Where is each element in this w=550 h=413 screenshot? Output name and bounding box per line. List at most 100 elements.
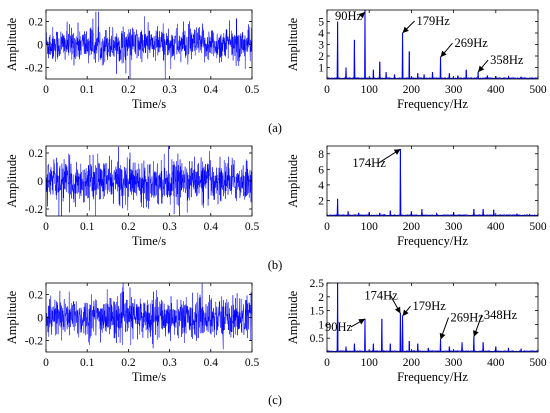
annotation-label: 348Hz: [484, 308, 518, 322]
x-axis-label: Frequency/Hz: [397, 97, 468, 111]
spectrum-line: [327, 149, 538, 216]
x-tick-label: 0: [43, 84, 49, 96]
x-axis-label: Time/s: [132, 370, 166, 384]
y-tick-label: 0: [37, 313, 43, 325]
x-tick-label: 400: [487, 84, 505, 96]
x-tick-label: 0: [324, 221, 330, 233]
annotation-arrowhead: [440, 50, 447, 58]
y-axis-label: Amplitude: [5, 17, 19, 71]
annotation-arrowhead: [393, 149, 401, 155]
y-axis-label: Amplitude: [5, 154, 19, 208]
x-tick-label: 0.5: [245, 221, 260, 233]
subfigure-label: (a): [268, 121, 282, 135]
annotation-label: 90Hz: [325, 320, 353, 334]
x-tick-label: 0.1: [80, 221, 95, 233]
x-tick-label: 300: [445, 84, 463, 96]
y-axis-label: Amplitude: [286, 154, 300, 208]
x-tick-label: 0.1: [80, 84, 95, 96]
x-tick-label: 200: [403, 221, 421, 233]
y-tick-label: 2: [318, 292, 324, 304]
x-tick-label: 100: [361, 221, 379, 233]
x-tick-label: 100: [361, 84, 379, 96]
annotation-label: 174Hz: [352, 156, 386, 170]
x-tick-label: 0: [43, 221, 49, 233]
x-tick-label: 400: [487, 357, 505, 369]
y-tick-label: 4: [318, 28, 324, 40]
y-tick-label: -0.2: [25, 336, 43, 348]
x-axis-label: Time/s: [132, 97, 166, 111]
y-tick-label: 2.5: [310, 278, 325, 290]
x-tick-label: 0.5: [245, 357, 260, 369]
axes-frame: [326, 145, 539, 217]
x-tick-label: 0.3: [162, 84, 177, 96]
annotation-arrowhead: [439, 332, 446, 340]
x-tick-label: 0.5: [245, 84, 260, 96]
y-tick-label: 2: [318, 51, 324, 63]
x-tick-label: 0.4: [204, 221, 219, 233]
chart-panel-b-spectrum: 0 100 200 300 400 500 8 6 4 2 Frequency/Hz Amplitud…: [286, 145, 547, 248]
y-tick-label: 2: [318, 195, 324, 207]
x-tick-label: 300: [445, 221, 463, 233]
x-tick-label: 0.3: [162, 357, 177, 369]
y-tick-label: 6: [318, 164, 324, 176]
y-axis-label: Amplitude: [286, 17, 300, 71]
x-axis-label: Frequency/Hz: [397, 370, 468, 384]
x-tick-label: 200: [403, 357, 421, 369]
x-tick-label: 300: [445, 357, 463, 369]
x-axis-label: Time/s: [132, 234, 166, 248]
annotation-arrowhead: [402, 309, 409, 317]
plot-area: [46, 11, 252, 79]
x-tick-label: 500: [529, 84, 547, 96]
subfigure-label: (c): [268, 393, 282, 407]
annotation-label: 358Hz: [490, 53, 524, 67]
y-tick-label: 8: [318, 149, 324, 161]
y-tick-label: 1.5: [310, 306, 325, 318]
annotation-label: 179Hz: [417, 14, 451, 28]
y-tick-label: -0.2: [25, 63, 43, 75]
y-tick-label: 4: [318, 180, 324, 192]
y-tick-label: 0: [37, 40, 43, 52]
axes-frame: [326, 282, 539, 353]
plot-area: [327, 10, 538, 79]
x-tick-label: 0.1: [80, 357, 95, 369]
annotation-label: 179Hz: [413, 299, 447, 313]
x-tick-label: 0.2: [121, 84, 136, 96]
x-axis-label: Frequency/Hz: [397, 234, 468, 248]
annotation-label: 269Hz: [451, 311, 485, 325]
annotation-arrowhead: [358, 12, 365, 19]
annotation-label: 90Hz: [335, 9, 363, 23]
y-tick-label: -0.2: [25, 204, 43, 216]
y-tick-label: 1: [318, 319, 324, 331]
signal-line: [46, 146, 252, 216]
chart-panel-c-spectrum: 0 100 200 300 400 500 2.5 2 1.51 0.5 Frequency/Hz A…: [286, 278, 547, 384]
y-tick-label: 0.5: [310, 333, 325, 345]
y-tick-label: 3: [318, 40, 324, 52]
annotation-arrowhead: [394, 306, 401, 314]
x-tick-label: 0: [43, 357, 49, 369]
x-tick-label: 100: [361, 357, 379, 369]
x-tick-label: 0.3: [162, 221, 177, 233]
annotation-arrowhead: [402, 26, 409, 33]
annotation-arrowhead: [478, 65, 485, 73]
x-tick-label: 0.2: [121, 357, 136, 369]
x-tick-label: 0.4: [204, 357, 219, 369]
x-tick-label: 0.4: [204, 84, 219, 96]
x-tick-label: 0: [324, 357, 330, 369]
x-tick-label: 400: [487, 221, 505, 233]
signal-line: [46, 283, 252, 350]
y-tick-label: 0: [37, 176, 43, 188]
annotation-label: 174Hz: [364, 288, 398, 302]
x-tick-label: 0: [324, 84, 330, 96]
subfigure-label: (b): [268, 258, 283, 272]
annotation-arrowhead: [358, 318, 365, 325]
signal-line: [46, 11, 252, 79]
y-tick-label: 5: [318, 17, 324, 29]
plot-area: [46, 146, 252, 216]
x-tick-label: 0.2: [121, 221, 136, 233]
y-tick-label: 1: [318, 63, 324, 75]
